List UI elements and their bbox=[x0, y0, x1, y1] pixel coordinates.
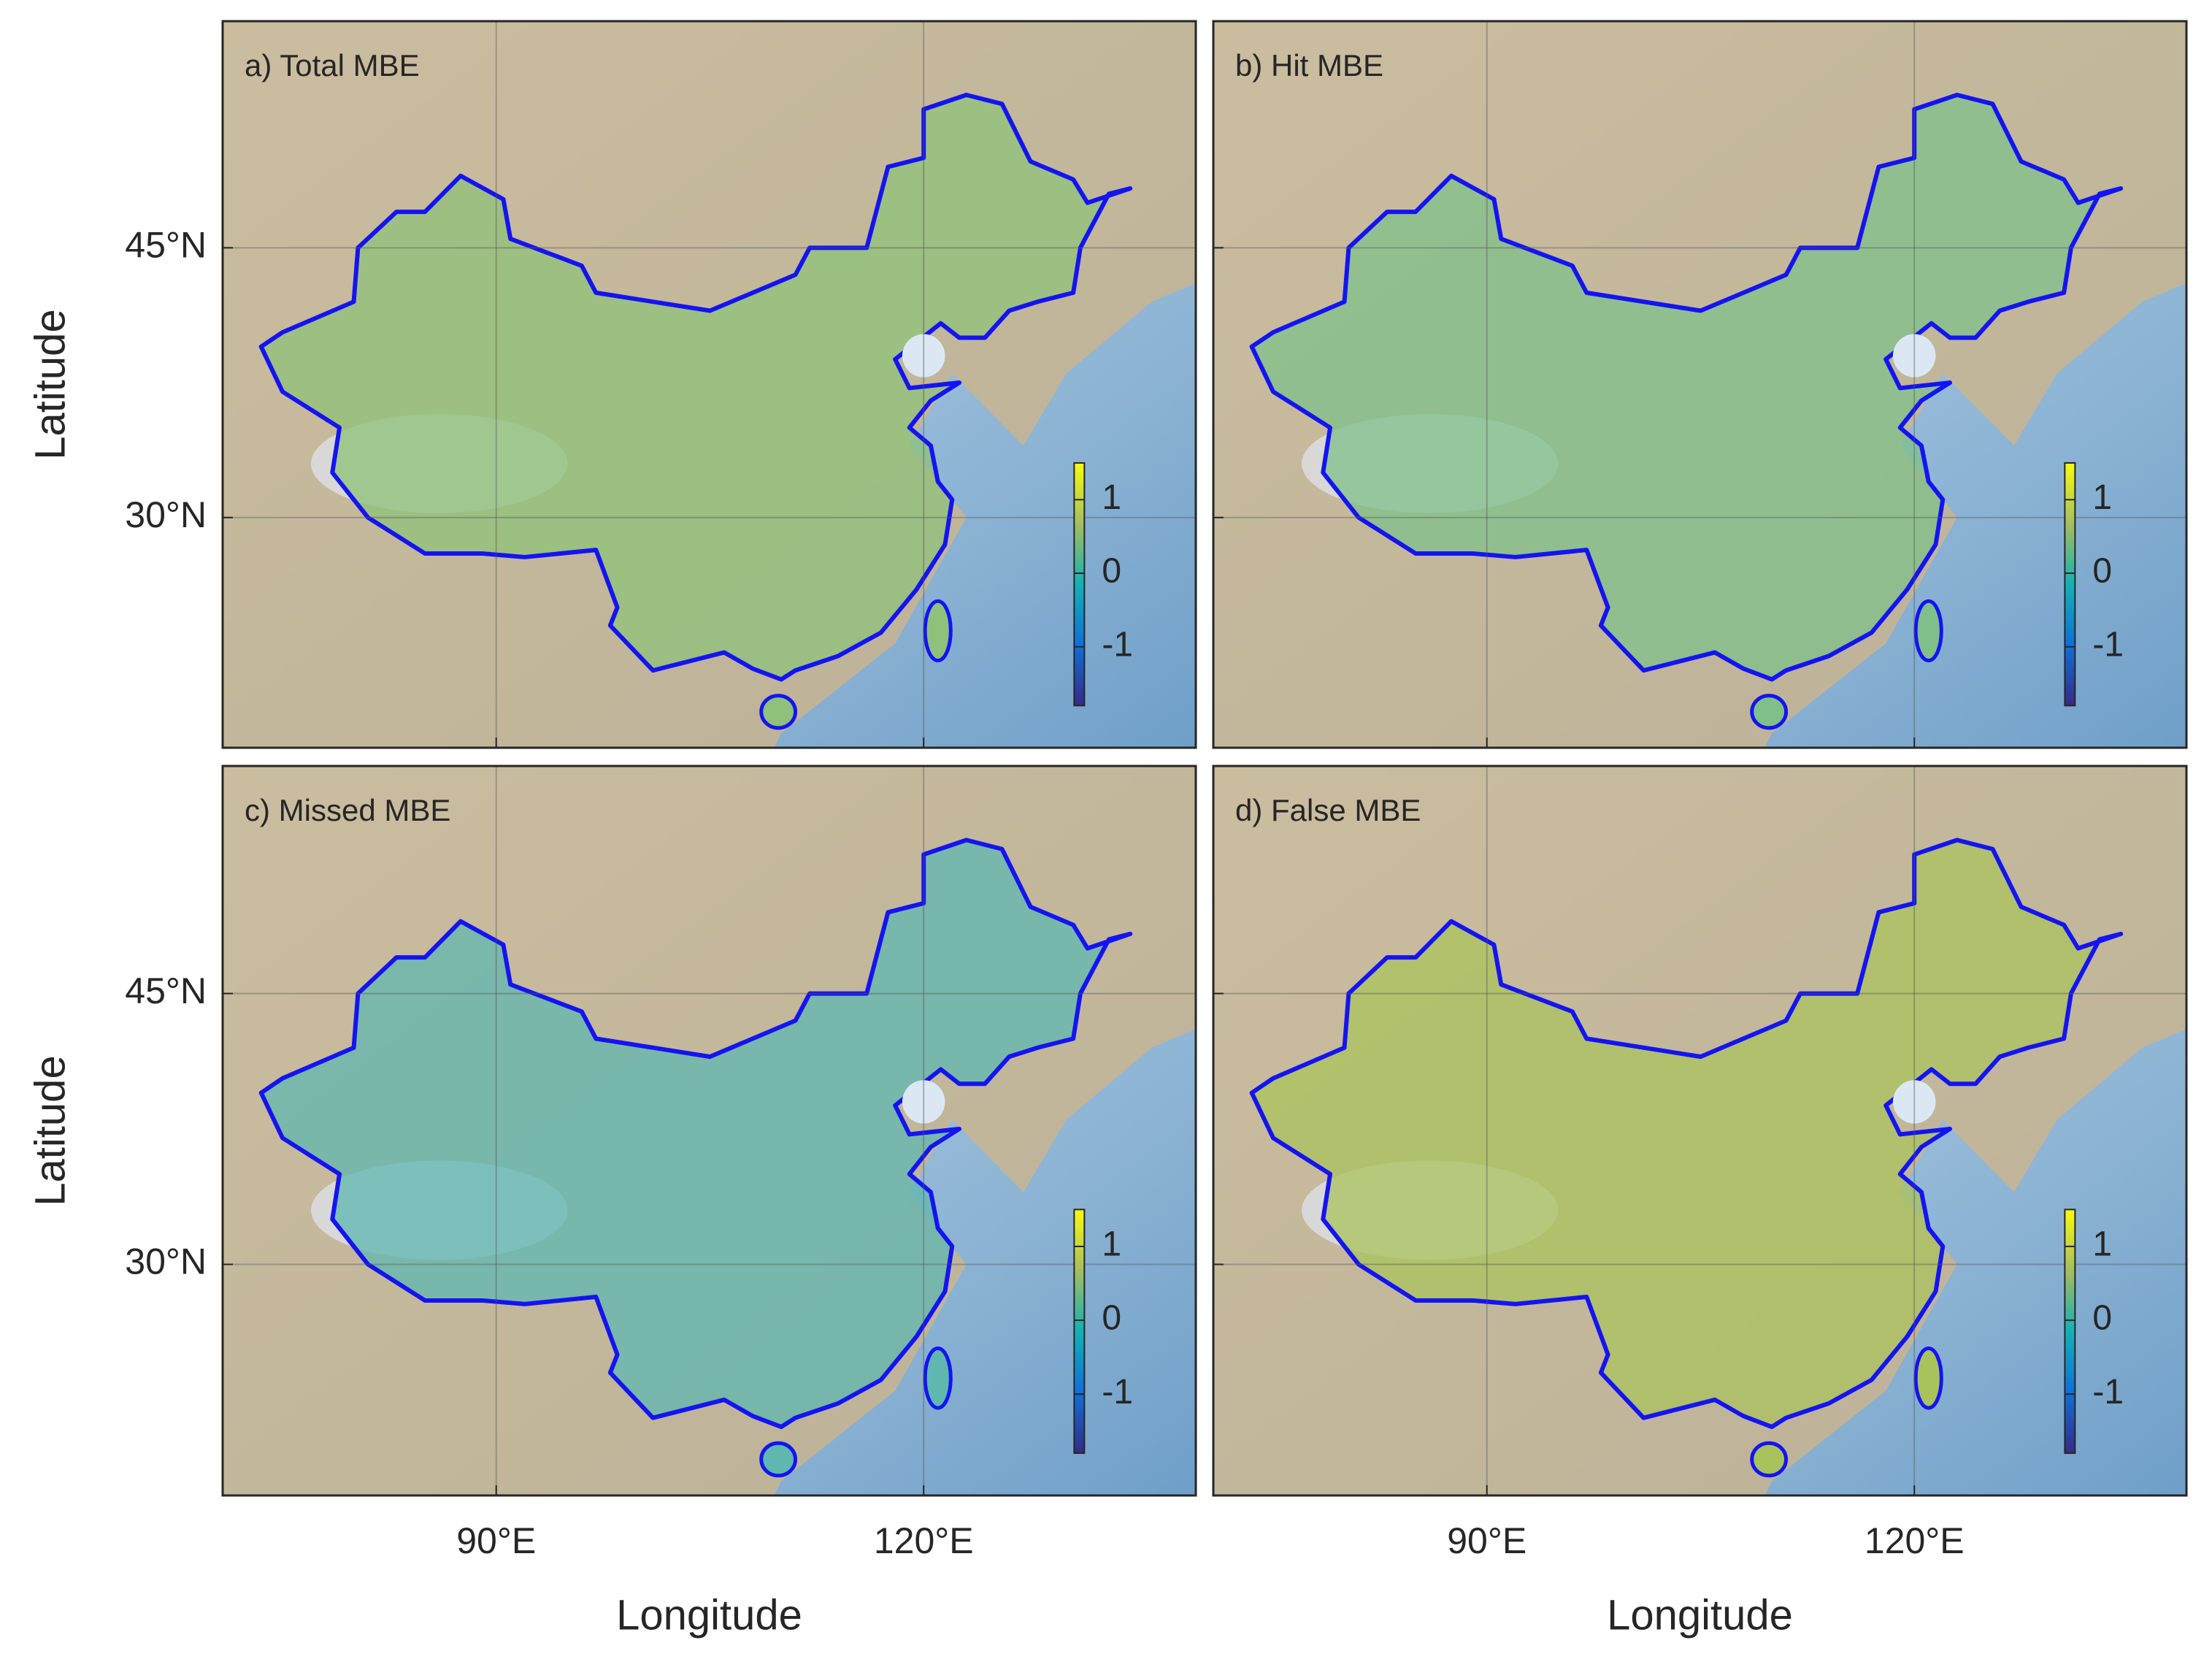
map-layer bbox=[1213, 766, 2186, 1495]
bohai bbox=[902, 334, 945, 378]
colorbar-tick-label: 0 bbox=[2092, 552, 2112, 591]
bohai bbox=[902, 1080, 945, 1124]
colorbar-tick-label: -1 bbox=[1102, 1373, 1133, 1412]
china bbox=[258, 838, 1133, 1430]
taiwan bbox=[1913, 599, 1943, 663]
colorbar-tick-label: 1 bbox=[2092, 478, 2112, 517]
map-panel: 90°E 120°E d) False MBE Longitude -1 0 1 bbox=[1212, 765, 2188, 1639]
colorbar-tick-label: 0 bbox=[1102, 552, 1121, 591]
colorbar bbox=[1073, 461, 1086, 707]
y-tick-label: 30°N bbox=[125, 494, 207, 535]
colorbar-tick-label: -1 bbox=[2092, 625, 2124, 664]
colorbar-tick-label: 1 bbox=[1102, 478, 1121, 517]
panel-title: b) Hit MBE bbox=[1235, 48, 1383, 83]
x-tick-label: 120°E bbox=[874, 1520, 974, 1561]
colorbar-tick-label: 0 bbox=[1102, 1299, 1121, 1338]
taiwan bbox=[1913, 1346, 1943, 1410]
x-axis-label: Longitude bbox=[616, 1591, 802, 1639]
map-layer bbox=[223, 21, 1196, 748]
china bbox=[1249, 838, 2124, 1430]
taiwan bbox=[923, 599, 953, 663]
colorbar bbox=[2064, 461, 2076, 707]
frame bbox=[1212, 765, 2188, 1497]
bohai bbox=[1892, 334, 1936, 378]
map-layer bbox=[223, 766, 1196, 1495]
y-tick-label: 30°N bbox=[125, 1241, 207, 1282]
colorbar bbox=[2064, 1209, 2076, 1455]
map-panel: 90°E 120°E 30°N 45°N c) Missed MBE Latitude Lo… bbox=[26, 765, 1197, 1639]
y-tick-label: 45°N bbox=[125, 225, 207, 266]
colorbar-tick-label: -1 bbox=[1102, 625, 1133, 664]
x-tick-label: 90°E bbox=[1447, 1520, 1526, 1561]
colorbar-tick-label: -1 bbox=[2092, 1373, 2124, 1412]
hainan bbox=[759, 694, 798, 730]
frame bbox=[221, 765, 1197, 1497]
hainan bbox=[1750, 1441, 1789, 1478]
hainan bbox=[1750, 694, 1789, 730]
colorbar-tick-label: 1 bbox=[2092, 1225, 2112, 1264]
y-tick-label: 45°N bbox=[125, 970, 207, 1011]
panel-title: d) False MBE bbox=[1235, 793, 1421, 827]
taiwan bbox=[923, 1346, 953, 1410]
frame bbox=[1212, 20, 2188, 749]
y-axis-label: Latitude bbox=[26, 309, 74, 459]
colorbar bbox=[1073, 1209, 1086, 1455]
china bbox=[258, 92, 1133, 682]
panel-title: c) Missed MBE bbox=[245, 793, 450, 827]
map-panel: b) Hit MBE -1 0 1 bbox=[1212, 20, 2188, 749]
x-axis-label: Longitude bbox=[1607, 1591, 1793, 1639]
y-axis-label: Latitude bbox=[26, 1055, 74, 1206]
colorbar-tick-label: 1 bbox=[1102, 1225, 1121, 1264]
frame bbox=[221, 20, 1197, 749]
hainan bbox=[759, 1441, 798, 1478]
colorbar-tick-label: 0 bbox=[2092, 1299, 2112, 1338]
map-layer bbox=[1213, 21, 2186, 748]
x-tick-label: 90°E bbox=[456, 1520, 536, 1561]
china bbox=[1249, 92, 2124, 682]
x-tick-label: 120°E bbox=[1865, 1520, 1965, 1561]
panel-title: a) Total MBE bbox=[245, 48, 420, 83]
bohai bbox=[1892, 1080, 1936, 1124]
